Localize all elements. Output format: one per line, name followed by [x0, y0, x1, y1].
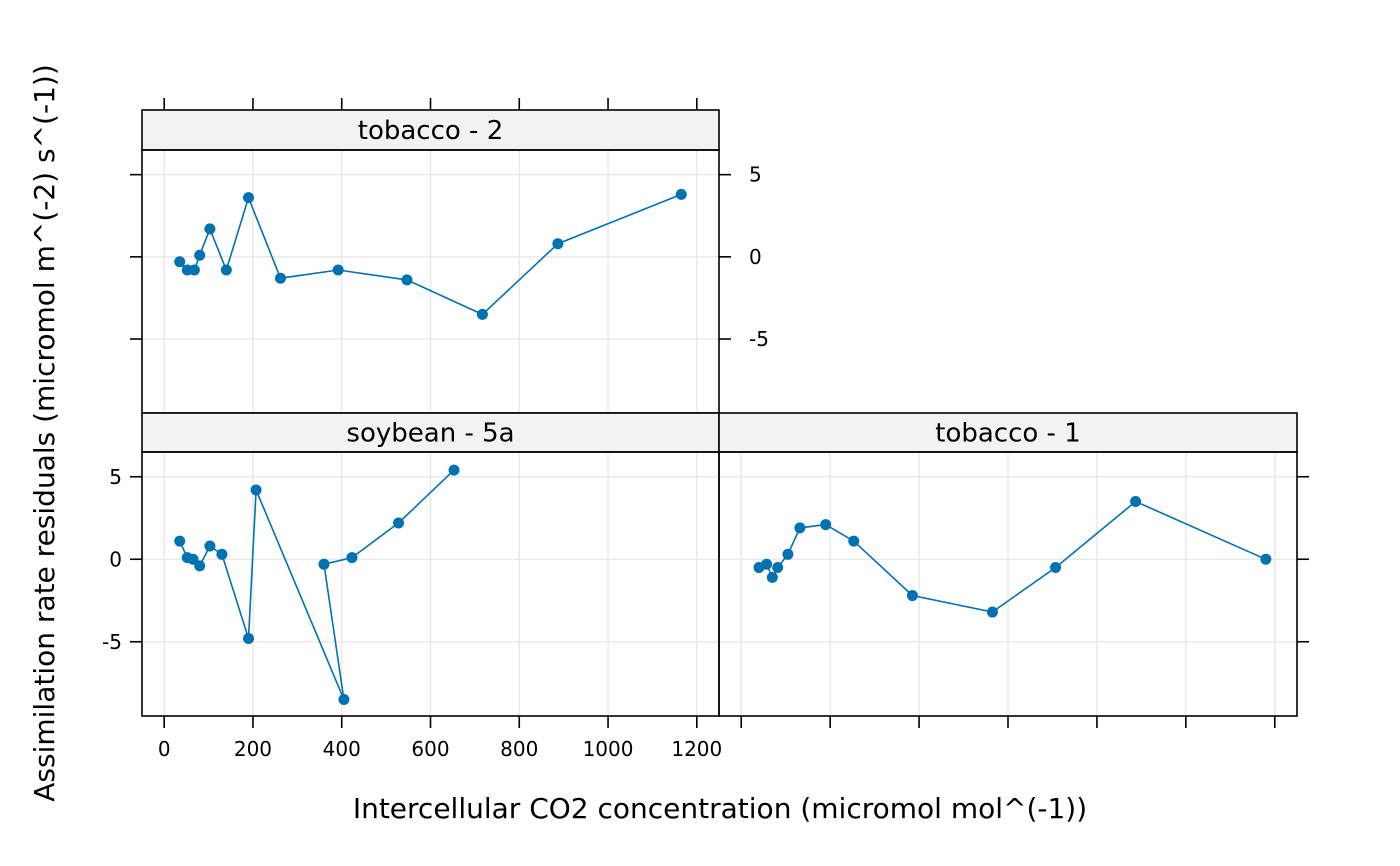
data-point: [401, 274, 413, 286]
x-tick-label: 400: [323, 737, 361, 761]
y-tick-label: -5: [749, 327, 769, 351]
y-tick-label: 0: [109, 547, 122, 571]
data-point: [174, 535, 186, 547]
data-point: [1130, 496, 1142, 507]
data-point: [1050, 562, 1062, 573]
data-point: [772, 562, 784, 573]
data-point: [318, 558, 330, 570]
data-point: [848, 535, 860, 547]
panel-strip-label: soybean - 5a: [346, 419, 514, 449]
data-point: [243, 192, 255, 204]
data-point: [820, 519, 832, 531]
panel-1: soybean - 5a: [141, 412, 720, 717]
series-line: [758, 500, 1267, 613]
x-tick-label: 600: [411, 737, 449, 761]
data-point: [782, 548, 794, 560]
data-point: [1260, 553, 1272, 565]
data-point: [906, 590, 918, 602]
ticks-layer: 0 200 400 600 800 1000 1200 -5 0 5 -5 0 5: [102, 98, 1309, 761]
data-point: [332, 264, 344, 276]
data-point: [220, 264, 232, 276]
data-point: [393, 517, 405, 529]
data-point: [761, 558, 773, 570]
x-tick-label: 200: [234, 737, 272, 761]
data-point: [188, 264, 200, 276]
x-axis-title: Intercellular CO2 concentration (micromo…: [353, 792, 1087, 825]
data-point: [675, 188, 687, 200]
data-point: [204, 540, 216, 552]
data-point: [766, 571, 778, 583]
data-point: [250, 484, 262, 496]
data-point: [448, 464, 460, 476]
panel-strip: [141, 412, 720, 453]
data-point: [274, 272, 286, 284]
x-tick-label: 800: [500, 737, 538, 761]
panel-strip-label: tobacco - 2: [358, 116, 504, 146]
panel-strip: [718, 412, 1298, 453]
data-point: [794, 522, 806, 534]
data-point: [174, 256, 186, 268]
x-tick-label: 0: [158, 737, 171, 761]
y-tick-label: 5: [109, 465, 122, 489]
data-point: [338, 694, 350, 705]
y-tick-label: 0: [749, 245, 762, 269]
y-axis-title: Assimilation rate residuals (micromol m^…: [28, 64, 61, 801]
data-point: [194, 560, 206, 572]
x-tick-label: 1200: [671, 737, 722, 761]
data-point: [346, 552, 358, 564]
panel-strip-label: tobacco - 1: [935, 419, 1081, 449]
series-line: [178, 469, 455, 700]
data-point: [552, 238, 564, 250]
y-tick-label: -5: [102, 630, 122, 654]
data-point: [194, 249, 206, 261]
data-point: [243, 632, 255, 644]
data-point: [986, 606, 998, 618]
data-point: [204, 223, 216, 235]
panels-layer: tobacco - 2 soybean - 5a tobacco - 1: [141, 109, 1298, 717]
panel-0: tobacco - 2: [141, 109, 720, 414]
panel-2: tobacco - 1: [718, 412, 1298, 717]
y-tick-label: 5: [749, 163, 762, 187]
data-point: [476, 308, 488, 320]
data-point: [216, 548, 228, 560]
x-tick-label: 1000: [583, 737, 634, 761]
